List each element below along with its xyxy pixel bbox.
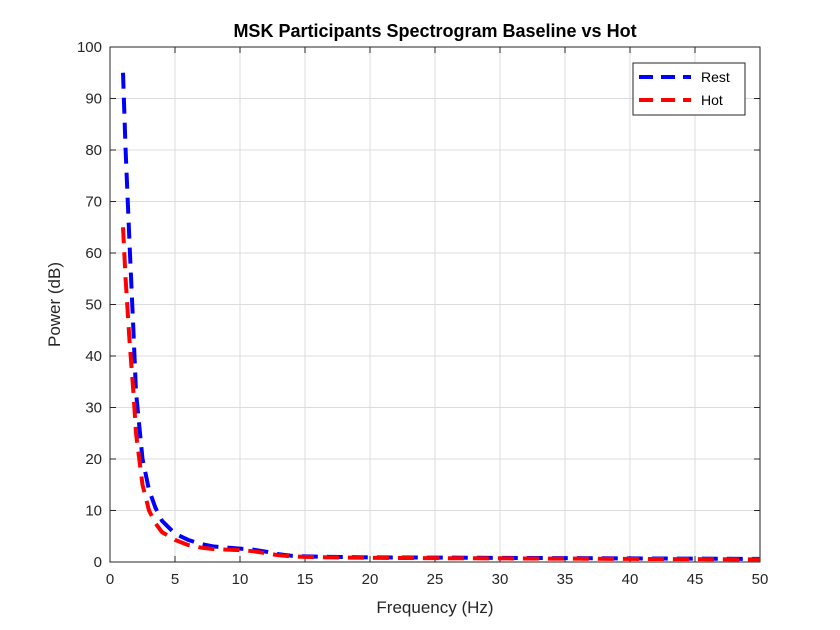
y-tick-label: 0 [94, 554, 102, 571]
x-axis-label: Frequency (Hz) [376, 598, 493, 617]
legend-label-hot: Hot [701, 92, 723, 108]
y-tick-label: 80 [85, 142, 102, 159]
y-tick-label: 10 [85, 503, 102, 520]
y-tick-label: 60 [85, 245, 102, 262]
x-tick-label: 40 [622, 571, 639, 588]
x-tick-label: 10 [232, 571, 249, 588]
axis-ticks: 0 5 10 15 20 25 30 35 40 45 50 0 10 20 30 40 50 60 70 80 90 1… [77, 39, 768, 588]
x-tick-label: 50 [752, 571, 769, 588]
legend: Rest Hot [632, 62, 746, 116]
y-tick-label: 70 [85, 194, 102, 211]
grid-lines [110, 47, 760, 562]
series-line-hot [121, 227, 761, 562]
y-tick-label: 30 [85, 400, 102, 417]
y-tick-label: 40 [85, 348, 102, 365]
y-tick-label: 100 [77, 39, 102, 56]
x-tick-label: 35 [557, 571, 574, 588]
y-tick-label: 20 [85, 451, 102, 468]
y-axis-label: Power (dB) [45, 262, 64, 347]
x-tick-label: 20 [362, 571, 379, 588]
data-series [121, 72, 761, 562]
x-tick-label: 5 [171, 571, 179, 588]
legend-label-rest: Rest [701, 69, 730, 85]
y-tick-label: 50 [85, 297, 102, 314]
x-tick-label: 25 [427, 571, 444, 588]
chart-title: MSK Participants Spectrogram Baseline vs… [233, 21, 636, 41]
y-tick-label: 90 [85, 91, 102, 108]
x-tick-label: 0 [106, 571, 114, 588]
x-tick-label: 15 [297, 571, 314, 588]
x-tick-label: 45 [687, 571, 704, 588]
legend-box [632, 62, 746, 116]
x-tick-label: 30 [492, 571, 509, 588]
